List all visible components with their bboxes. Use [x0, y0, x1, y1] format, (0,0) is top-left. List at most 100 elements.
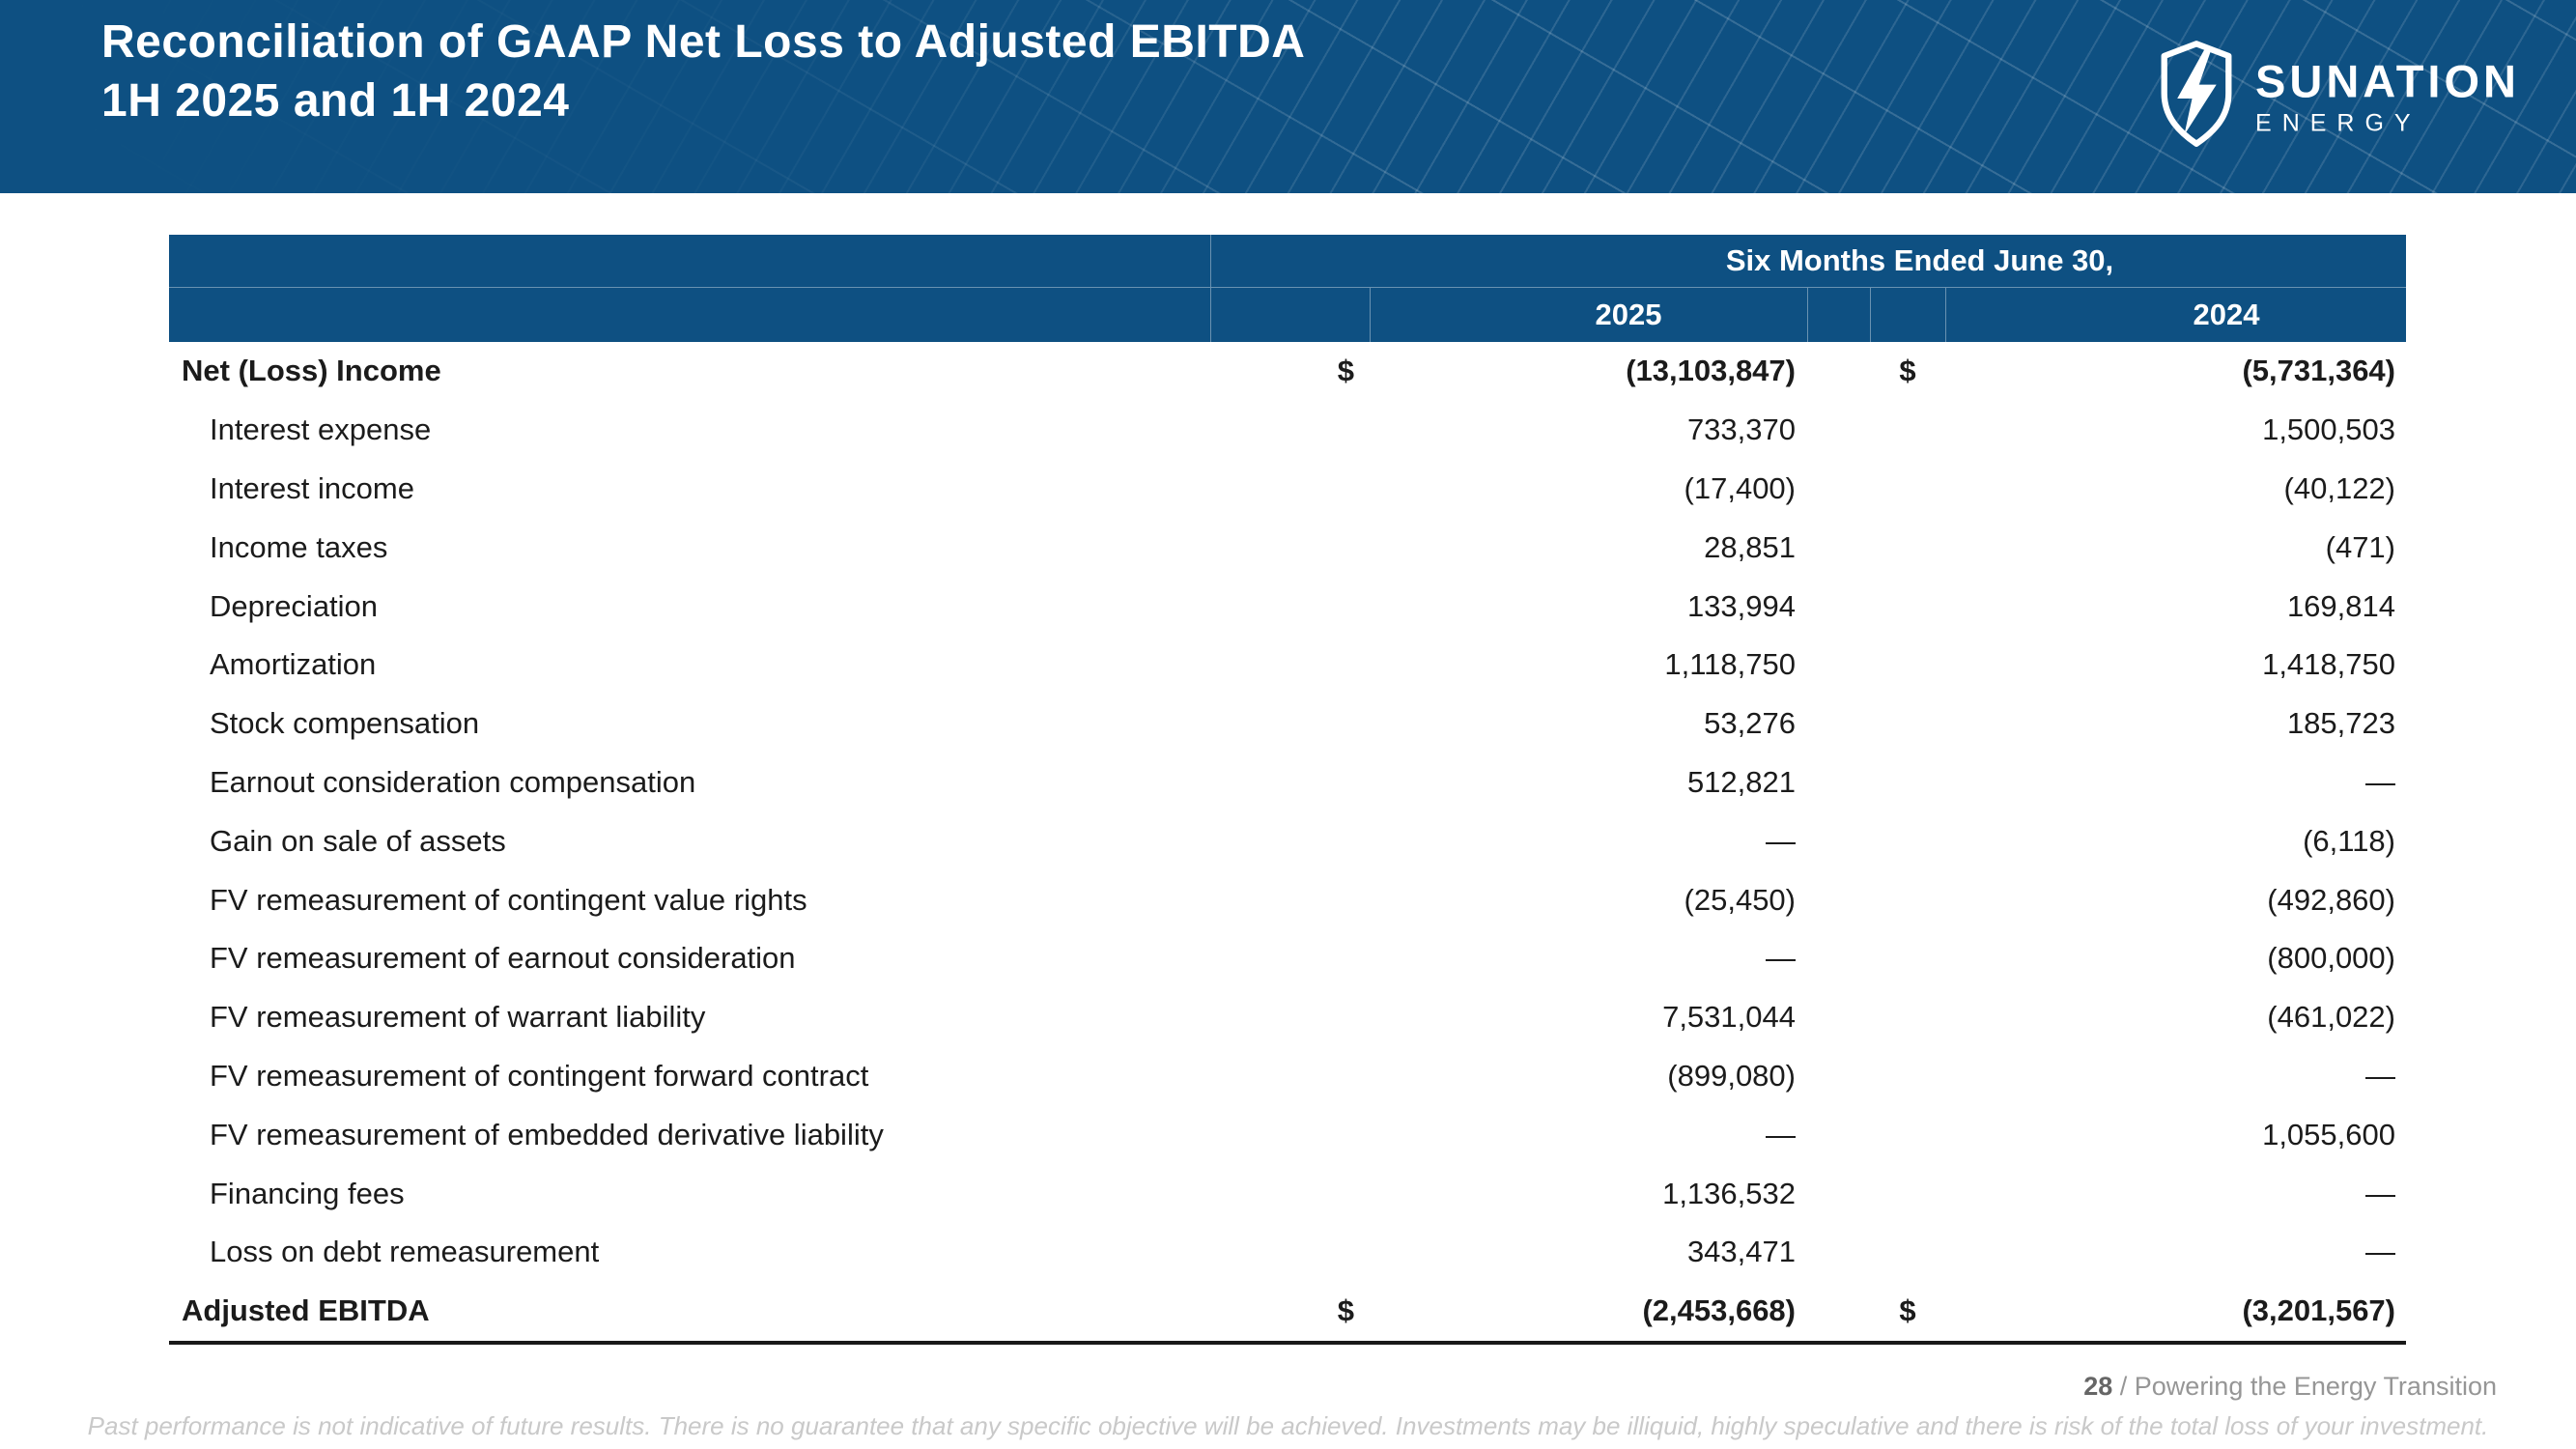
- page-title-line2: 1H 2025 and 1H 2024: [101, 75, 570, 127]
- table-row: FV remeasurement of contingent value rig…: [169, 870, 2406, 929]
- value-2025: (2,453,668): [1642, 1293, 1796, 1328]
- table-row: Depreciation 133,994 169,814: [169, 577, 2406, 636]
- table-row: FV remeasurement of warrant liability 7,…: [169, 988, 2406, 1047]
- value-2024: 1,500,503: [2262, 412, 2395, 447]
- company-logo: SUNATION ENERGY: [2153, 40, 2520, 155]
- table-row: FV remeasurement of embedded derivative …: [169, 1105, 2406, 1164]
- value-2025: (25,450): [1684, 882, 1796, 917]
- table-row: Financing fees 1,136,532 —: [169, 1164, 2406, 1223]
- table-body: Net (Loss) Income $ (13,103,847) $ (5,73…: [169, 342, 2406, 1345]
- value-2025: 733,370: [1686, 412, 1796, 447]
- value-2025: 1,118,750: [1664, 647, 1796, 682]
- value-2024: —: [2365, 1058, 2395, 1093]
- value-2025: —: [1766, 941, 1796, 976]
- header-empty-cell: [169, 288, 1210, 342]
- value-2024: (492,860): [2267, 882, 2395, 917]
- value-2024: 185,723: [2286, 706, 2395, 741]
- value-2024: —: [2365, 1235, 2395, 1269]
- header-empty-cell: [1807, 288, 1870, 342]
- logo-text: SUNATION ENERGY: [2255, 58, 2520, 135]
- table-row: Interest income (17,400) (40,122): [169, 460, 2406, 519]
- row-label: Financing fees: [210, 1176, 405, 1210]
- row-label: Amortization: [210, 647, 377, 682]
- table-row: Income taxes 28,851 (471): [169, 518, 2406, 577]
- row-label: Earnout consideration compensation: [210, 764, 696, 799]
- value-2025: —: [1766, 1117, 1796, 1151]
- table-row: Amortization 1,118,750 1,418,750: [169, 636, 2406, 695]
- value-2024: 169,814: [2286, 588, 2395, 623]
- dollar-sign-2025: $: [1337, 1293, 1354, 1328]
- page-number: 28: [2083, 1372, 2113, 1401]
- value-2024: —: [2365, 1176, 2395, 1210]
- row-label: Stock compensation: [210, 706, 480, 741]
- period-header-cell: Six Months Ended June 30,: [1210, 235, 2406, 287]
- dollar-sign-2025: $: [1337, 354, 1354, 388]
- dollar-sign-2024: $: [1899, 354, 1916, 388]
- value-2025: (899,080): [1667, 1058, 1796, 1093]
- row-label: Adjusted EBITDA: [182, 1293, 430, 1328]
- value-2025: 343,471: [1686, 1235, 1796, 1269]
- table-row: Gain on sale of assets — (6,118): [169, 811, 2406, 870]
- row-label: Gain on sale of assets: [210, 823, 506, 858]
- header-empty-cell: [1210, 288, 1370, 342]
- table-row: Net (Loss) Income $ (13,103,847) $ (5,73…: [169, 342, 2406, 401]
- value-2025: 512,821: [1686, 764, 1796, 799]
- shield-lightning-icon: [2153, 40, 2240, 155]
- row-label: Net (Loss) Income: [182, 354, 441, 388]
- value-2025: —: [1766, 823, 1796, 858]
- logo-subtitle: ENERGY: [2255, 109, 2421, 136]
- value-2024: (40,122): [2283, 470, 2395, 505]
- page-footer: 28 / Powering the Energy Transition: [2083, 1372, 2497, 1402]
- value-2024: (800,000): [2267, 941, 2395, 976]
- solar-panel-pattern: [0, 0, 2576, 193]
- value-2025: (17,400): [1684, 470, 1796, 505]
- page-title: Reconciliation of GAAP Net Loss to Adjus…: [101, 13, 1305, 130]
- table-row: FV remeasurement of earnout consideratio…: [169, 929, 2406, 988]
- header-empty-cell: [1870, 288, 1945, 342]
- row-label: Depreciation: [210, 588, 379, 623]
- banner: Reconciliation of GAAP Net Loss to Adjus…: [0, 0, 2576, 193]
- value-2025: (13,103,847): [1626, 354, 1796, 388]
- table-header-row-period: Six Months Ended June 30,: [169, 235, 2406, 288]
- row-label: Loss on debt remeasurement: [210, 1235, 600, 1269]
- table-row: Stock compensation 53,276 185,723: [169, 695, 2406, 753]
- value-2024: 1,418,750: [2262, 647, 2395, 682]
- page-title-line1: Reconciliation of GAAP Net Loss to Adjus…: [101, 16, 1306, 68]
- row-label: Income taxes: [210, 529, 388, 564]
- value-2024: (471): [2325, 529, 2395, 564]
- row-label: FV remeasurement of earnout consideratio…: [210, 941, 796, 976]
- header-empty-cell: [169, 235, 1210, 287]
- disclaimer-text: Past performance is not indicative of fu…: [87, 1411, 2489, 1440]
- reconciliation-table: Six Months Ended June 30, 2025 2024 Net …: [169, 235, 2406, 1345]
- row-label: Interest income: [210, 470, 414, 505]
- table-row: Earnout consideration compensation 512,8…: [169, 753, 2406, 812]
- row-label: Interest expense: [210, 412, 432, 447]
- logo-name: SUNATION: [2255, 55, 2520, 106]
- row-label: FV remeasurement of embedded derivative …: [210, 1117, 884, 1151]
- table-header-row-years: 2025 2024: [169, 288, 2406, 342]
- table-row: Loss on debt remeasurement 343,471 —: [169, 1223, 2406, 1282]
- value-2025: 1,136,532: [1662, 1176, 1796, 1210]
- row-label: FV remeasurement of contingent forward c…: [210, 1058, 869, 1093]
- dollar-sign-2024: $: [1899, 1293, 1916, 1328]
- value-2024: (6,118): [2303, 823, 2395, 858]
- column-header-2025: 2025: [1370, 288, 1807, 342]
- value-2024: —: [2365, 764, 2395, 799]
- value-2025: 7,531,044: [1662, 1000, 1796, 1035]
- value-2024: (3,201,567): [2242, 1293, 2395, 1328]
- value-2025: 133,994: [1686, 588, 1796, 623]
- table-row: FV remeasurement of contingent forward c…: [169, 1047, 2406, 1106]
- row-label: FV remeasurement of warrant liability: [210, 1000, 706, 1035]
- value-2025: 53,276: [1704, 706, 1796, 741]
- table-header: Six Months Ended June 30, 2025 2024: [169, 235, 2406, 342]
- table-row: Adjusted EBITDA $ (2,453,668) $ (3,201,5…: [169, 1282, 2406, 1341]
- row-label: FV remeasurement of contingent value rig…: [210, 882, 807, 917]
- footer-tagline: Powering the Energy Transition: [2134, 1372, 2497, 1401]
- value-2024: (5,731,364): [2242, 354, 2395, 388]
- value-2024: (461,022): [2267, 1000, 2395, 1035]
- value-2025: 28,851: [1704, 529, 1796, 564]
- value-2024: 1,055,600: [2262, 1117, 2395, 1151]
- footer-separator: /: [2119, 1372, 2128, 1401]
- column-header-2024: 2024: [1945, 288, 2406, 342]
